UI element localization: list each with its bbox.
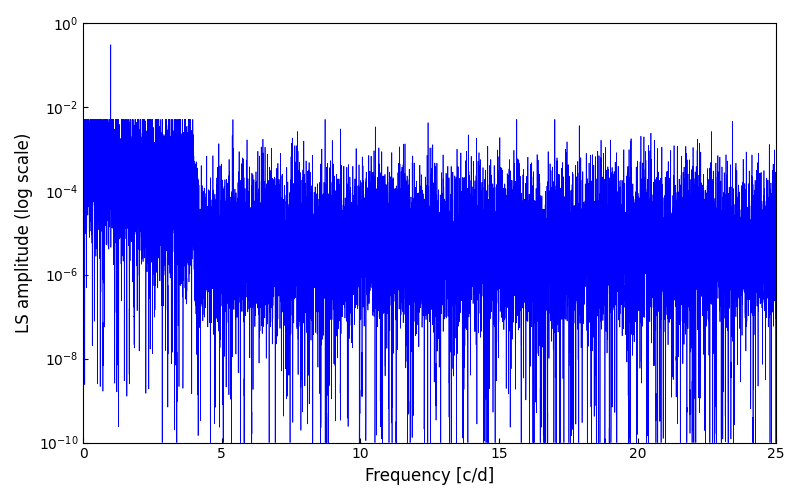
X-axis label: Frequency [c/d]: Frequency [c/d] [365, 467, 494, 485]
Y-axis label: LS amplitude (log scale): LS amplitude (log scale) [15, 132, 33, 333]
